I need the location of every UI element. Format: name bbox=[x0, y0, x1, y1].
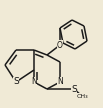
Text: S: S bbox=[71, 84, 77, 94]
Text: N: N bbox=[57, 78, 63, 87]
Text: O: O bbox=[57, 40, 63, 49]
Text: N: N bbox=[31, 78, 37, 87]
Text: CH₃: CH₃ bbox=[76, 94, 88, 98]
Text: S: S bbox=[13, 78, 19, 87]
